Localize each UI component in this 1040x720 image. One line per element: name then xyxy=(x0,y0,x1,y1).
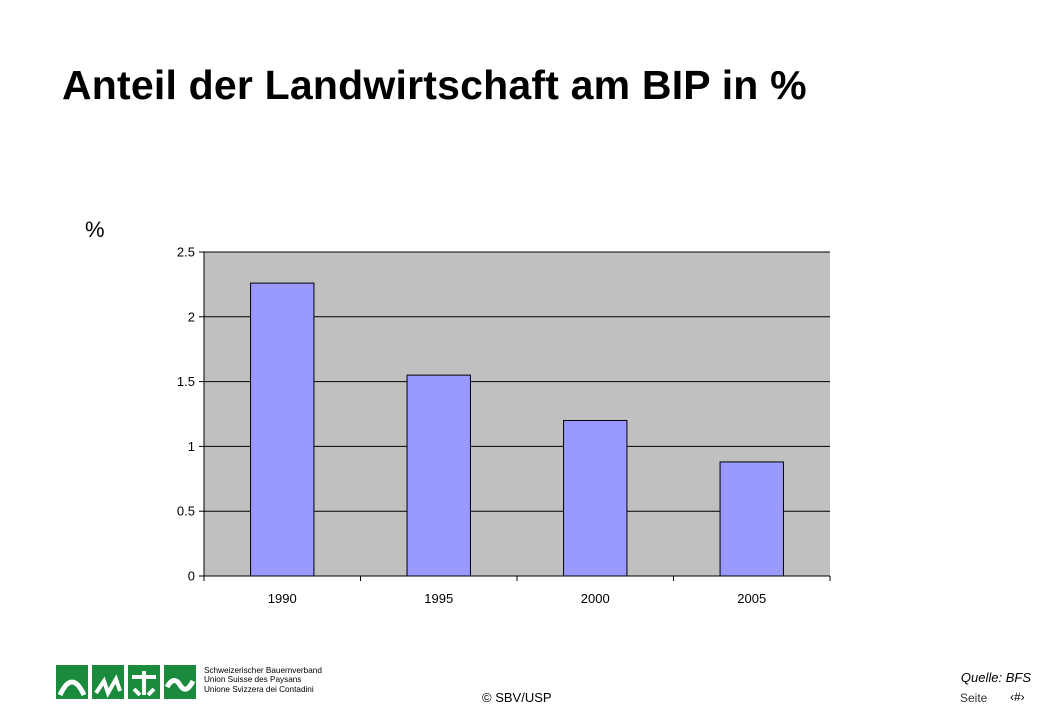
y-tick-label: 0.5 xyxy=(177,504,195,519)
y-tick-label: 0 xyxy=(188,569,195,584)
y-axis-unit-label: % xyxy=(85,217,105,242)
bar xyxy=(563,419,628,577)
x-tick-label: 2000 xyxy=(581,591,610,606)
y-tick-label: 1.5 xyxy=(177,374,195,389)
bar-chart: 0 0.5 1 1.5 2 2.5 1990 1995 2000 2005 xyxy=(177,245,831,606)
x-tick-label: 2005 xyxy=(737,591,766,606)
org-name-de: Schweizerischer Bauernverband xyxy=(204,666,322,675)
org-name-it: Unione Svizzera dei Contadini xyxy=(204,684,314,694)
bar xyxy=(719,461,784,577)
y-tick-label: 2 xyxy=(188,309,195,324)
bar xyxy=(406,374,471,577)
y-tick-label: 2.5 xyxy=(177,245,195,260)
bar xyxy=(250,282,315,577)
page-number: ‹#› xyxy=(1010,690,1025,704)
organization-names: Schweizerischer Bauernverband Union Suis… xyxy=(204,666,322,694)
sbv-logo-icon xyxy=(56,665,196,699)
x-tick-label: 1995 xyxy=(424,591,453,606)
slide-title: Anteil der Landwirtschaft am BIP in % xyxy=(62,62,807,108)
source-note: Quelle: BFS xyxy=(960,670,1031,685)
page-label: Seite xyxy=(960,691,988,705)
x-tick-label: 1990 xyxy=(268,591,297,606)
y-tick-label: 1 xyxy=(188,439,195,454)
org-name-fr: Union Suisse des Paysans xyxy=(204,675,302,685)
copyright-text: © SBV/USP xyxy=(482,690,552,705)
